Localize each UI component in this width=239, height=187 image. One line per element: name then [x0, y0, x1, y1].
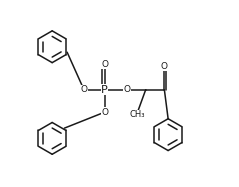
- Text: O: O: [81, 85, 87, 94]
- Text: O: O: [124, 85, 130, 94]
- Text: O: O: [161, 62, 168, 71]
- Text: P: P: [101, 85, 108, 95]
- Text: O: O: [101, 108, 108, 117]
- Text: O: O: [101, 60, 108, 69]
- Text: CH₃: CH₃: [130, 110, 145, 119]
